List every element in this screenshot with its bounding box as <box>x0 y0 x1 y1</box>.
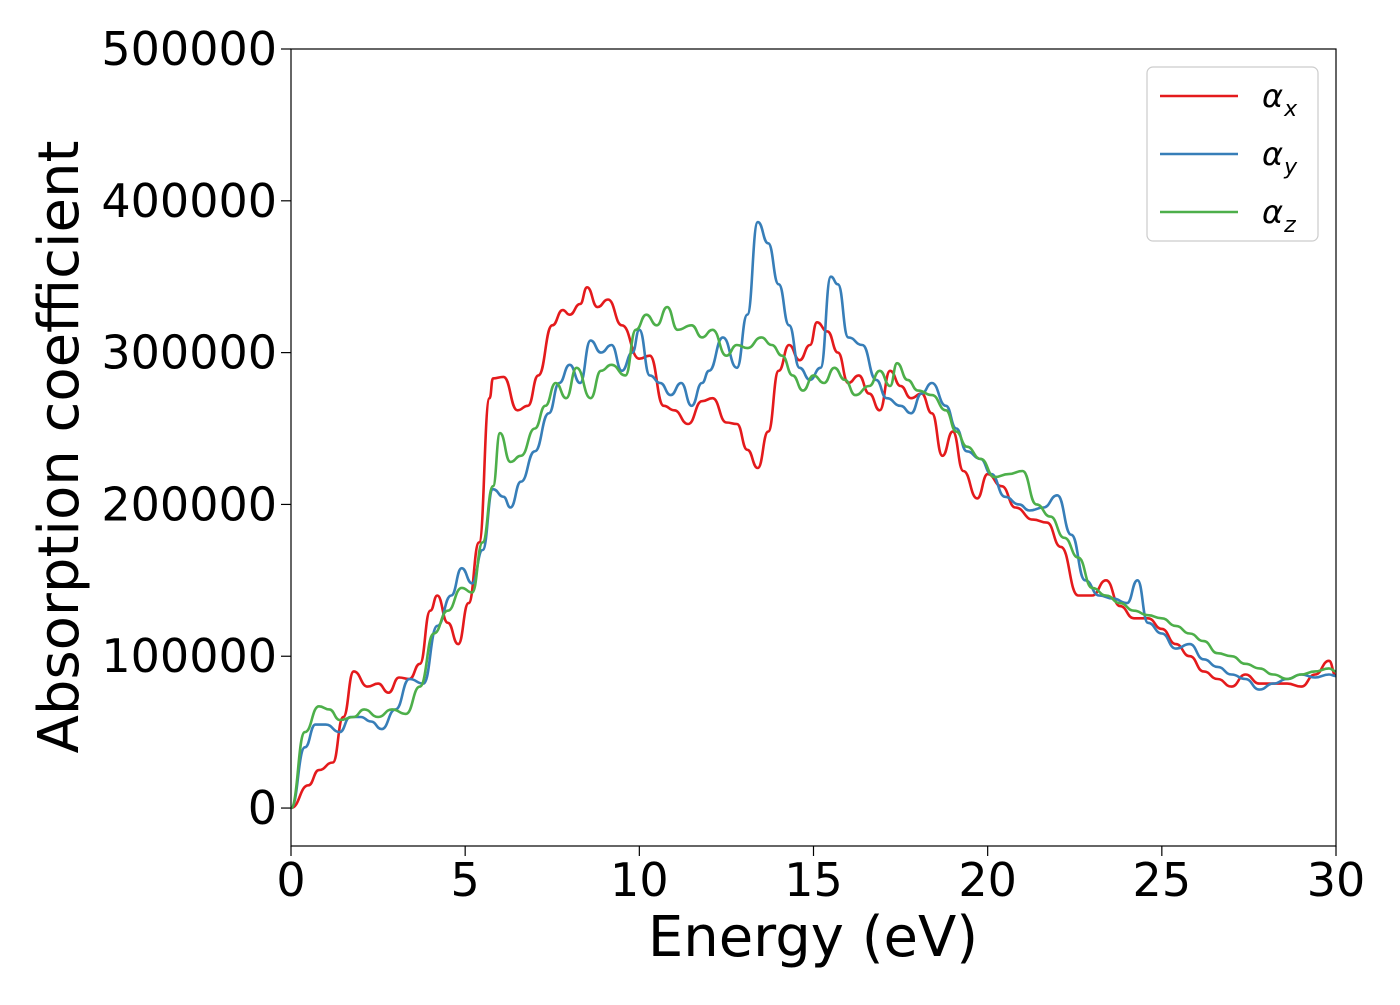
y-tick-label: 400000 <box>101 174 277 228</box>
series-line-y <box>289 220 1337 810</box>
x-tick-label: 20 <box>958 853 1017 907</box>
x-tick-label: 0 <box>276 853 305 907</box>
y-tick-label: 0 <box>248 781 277 835</box>
series-line-x <box>290 286 1337 810</box>
x-tick-label: 25 <box>1133 853 1192 907</box>
x-tick-label: 5 <box>451 853 480 907</box>
legend-label-y: αy <box>1262 135 1298 180</box>
x-axis-title: Energy (eV) <box>648 905 978 970</box>
y-tick-label: 200000 <box>101 477 277 531</box>
legend-label-z: αz <box>1262 193 1296 238</box>
y-axis: 0 100000 200000 300000 400000 500000 <box>101 22 291 835</box>
x-tick-label: 30 <box>1307 853 1366 907</box>
legend: αx αy αz <box>1146 66 1319 242</box>
x-tick-label: 10 <box>610 853 669 907</box>
y-tick-label: 300000 <box>101 326 277 380</box>
legend-label-x: αx <box>1262 77 1298 122</box>
y-axis-title: Absorption coefficient <box>27 141 92 754</box>
x-axis: 0 5 10 15 20 25 30 <box>276 846 1365 907</box>
y-tick-label: 100000 <box>101 629 277 683</box>
series-layer <box>289 220 1337 810</box>
y-tick-label: 500000 <box>101 22 277 76</box>
series-line-z <box>289 305 1337 810</box>
x-tick-label: 15 <box>784 853 843 907</box>
